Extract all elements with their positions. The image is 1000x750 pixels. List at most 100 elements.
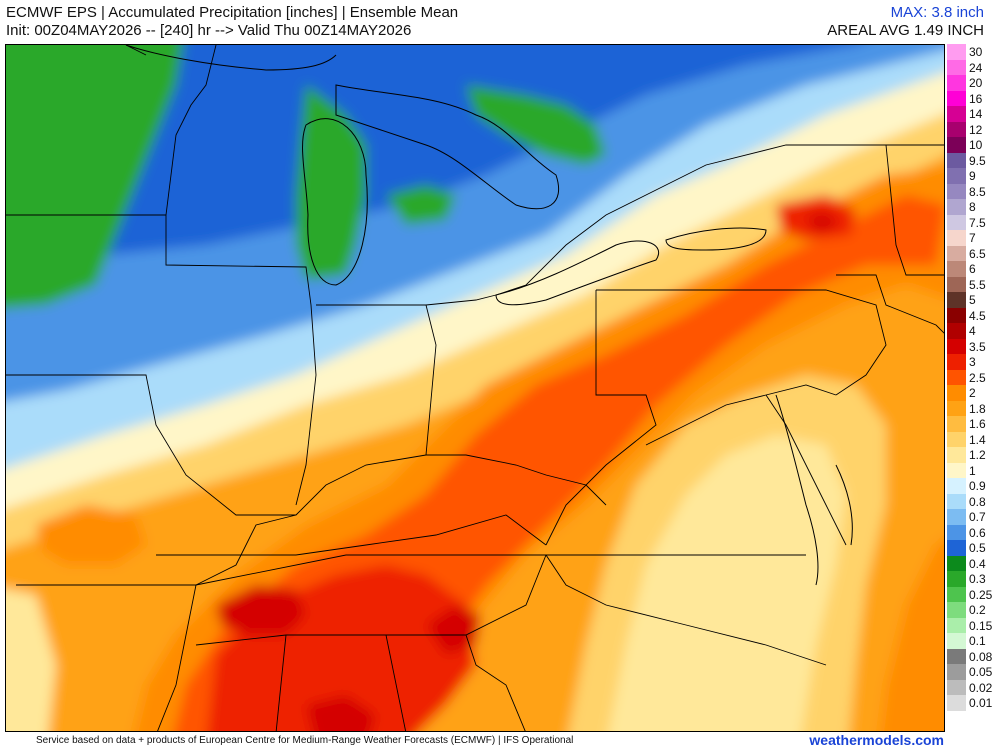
legend-item: 7 — [947, 230, 1000, 246]
legend-label: 0.15 — [969, 618, 993, 633]
legend-label: 1.2 — [969, 448, 986, 462]
legend-label: 1 — [969, 463, 976, 478]
legend-label: 2.5 — [969, 370, 986, 385]
legend-swatch — [947, 307, 966, 323]
legend-label: 7.5 — [969, 215, 986, 230]
legend-label: 9.5 — [969, 153, 986, 168]
legend-label: 0.8 — [969, 494, 986, 509]
legend-label: 9 — [969, 169, 976, 183]
legend-swatch — [947, 292, 966, 308]
legend-label: 1.8 — [969, 401, 986, 416]
legend-label: 12 — [969, 122, 983, 137]
legend-label: 0.02 — [969, 680, 993, 695]
legend-item: 2.5 — [947, 369, 1000, 385]
legend-label: 2 — [969, 386, 976, 400]
legend-swatch — [947, 261, 966, 277]
legend-label: 0.2 — [969, 603, 986, 617]
legend-label: 30 — [969, 45, 983, 59]
legend-label: 20 — [969, 76, 983, 90]
legend-swatch — [947, 633, 966, 649]
legend-swatch — [947, 648, 966, 664]
legend-label: 7 — [969, 231, 976, 245]
legend-item: 0.3 — [947, 571, 1000, 587]
legend-swatch — [947, 106, 966, 122]
legend-swatch — [947, 90, 966, 106]
legend-item: 5.5 — [947, 276, 1000, 292]
legend-swatch — [947, 168, 966, 184]
legend-swatch — [947, 230, 966, 246]
map-title-block: ECMWF EPS | Accumulated Precipitation [i… — [6, 4, 458, 40]
legend-label: 4.5 — [969, 308, 986, 323]
legend-swatch — [947, 44, 966, 60]
legend-item: 10 — [947, 137, 1000, 153]
legend-swatch — [947, 571, 966, 587]
legend-item: 6.5 — [947, 245, 1000, 261]
legend-item: 4.5 — [947, 307, 1000, 323]
legend-swatch — [947, 586, 966, 602]
legend-swatch — [947, 338, 966, 354]
legend-swatch — [947, 555, 966, 571]
legend-swatch — [947, 664, 966, 680]
legend-item: 0.25 — [947, 586, 1000, 602]
legend-item: 5 — [947, 292, 1000, 308]
legend-item: 6 — [947, 261, 1000, 277]
legend-swatch — [947, 385, 966, 401]
legend-swatch — [947, 152, 966, 168]
legend-item: 0.5 — [947, 540, 1000, 556]
legend-swatch — [947, 75, 966, 91]
legend-label: 0.01 — [969, 696, 993, 710]
legend-label: 0.6 — [969, 525, 986, 540]
legend-item: 1 — [947, 462, 1000, 478]
legend-item: 8 — [947, 199, 1000, 215]
legend-swatch — [947, 121, 966, 137]
legend-item: 1.4 — [947, 431, 1000, 447]
legend-item: 0.6 — [947, 524, 1000, 540]
legend-label: 10 — [969, 138, 983, 152]
legend-label: 0.08 — [969, 649, 993, 664]
legend-swatch — [947, 137, 966, 153]
legend-label: 0.7 — [969, 510, 986, 524]
legend-item: 4 — [947, 323, 1000, 339]
legend-swatch — [947, 416, 966, 432]
legend-item: 1.2 — [947, 447, 1000, 463]
legend-item: 0.15 — [947, 617, 1000, 633]
legend-item: 12 — [947, 121, 1000, 137]
brand-link[interactable]: weathermodels.com — [809, 732, 944, 748]
legend-item: 9 — [947, 168, 1000, 184]
legend-label: 14 — [969, 107, 983, 121]
legend-swatch — [947, 602, 966, 618]
legend-swatch — [947, 431, 966, 447]
legend-label: 6 — [969, 262, 976, 276]
legend-swatch — [947, 199, 966, 215]
legend-swatch — [947, 369, 966, 385]
legend-swatch — [947, 540, 966, 556]
legend-item: 14 — [947, 106, 1000, 122]
legend-label: 5.5 — [969, 277, 986, 292]
legend-swatch — [947, 493, 966, 509]
legend-item: 3 — [947, 354, 1000, 370]
legend-item: 1.6 — [947, 416, 1000, 432]
legend-item: 0.02 — [947, 679, 1000, 695]
legend-swatch — [947, 354, 966, 370]
legend-label: 8.5 — [969, 184, 986, 199]
legend-swatch — [947, 462, 966, 478]
max-value: MAX: 3.8 inch — [890, 4, 984, 21]
precipitation-map — [5, 44, 945, 732]
legend-item: 2 — [947, 385, 1000, 401]
areal-average: AREAL AVG 1.49 INCH — [827, 22, 984, 39]
legend-item: 7.5 — [947, 214, 1000, 230]
legend-swatch — [947, 276, 966, 292]
legend-item: 9.5 — [947, 152, 1000, 168]
legend-label: 0.25 — [969, 587, 993, 602]
legend-label: 0.05 — [969, 665, 993, 679]
legend-swatch — [947, 509, 966, 525]
legend-swatch — [947, 679, 966, 695]
legend-item: 0.8 — [947, 493, 1000, 509]
legend-swatch — [947, 447, 966, 463]
legend-label: 5 — [969, 293, 976, 307]
legend-item: 0.9 — [947, 478, 1000, 494]
map-canvas — [6, 45, 944, 731]
legend-item: 0.4 — [947, 555, 1000, 571]
map-title: ECMWF EPS | Accumulated Precipitation [i… — [6, 4, 459, 21]
legend-item: 16 — [947, 90, 1000, 106]
